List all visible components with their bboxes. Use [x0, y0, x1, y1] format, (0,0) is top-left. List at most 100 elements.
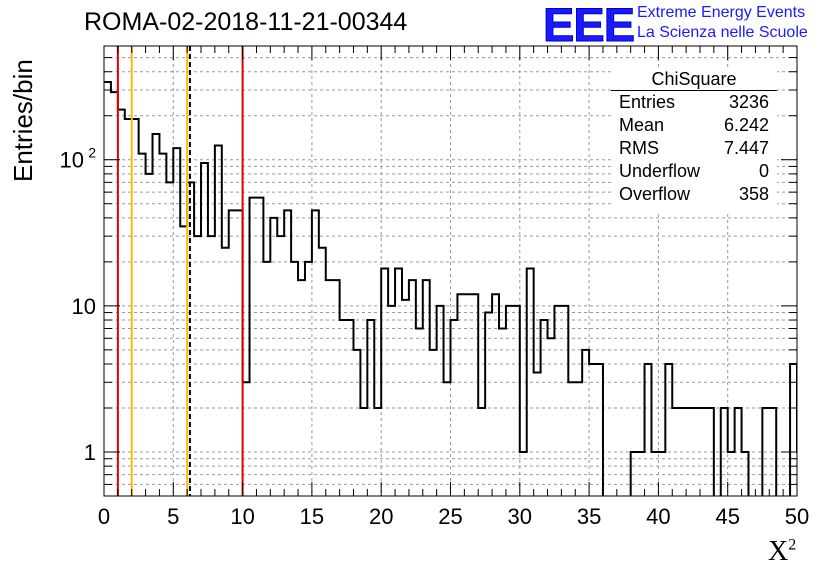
histogram-bin	[513, 306, 520, 496]
histogram-bin	[243, 382, 250, 496]
histogram-bin	[444, 382, 451, 496]
stats-title: ChiSquare	[651, 69, 737, 89]
histogram-bin	[769, 408, 776, 496]
x-axis-label: X2	[768, 536, 796, 568]
histogram-bin	[492, 294, 499, 496]
x-tick-label: 0	[98, 504, 110, 529]
histogram-bin	[312, 210, 319, 496]
histogram-bin	[582, 350, 589, 496]
histogram-bin	[451, 320, 458, 496]
histogram-bin	[797, 452, 804, 496]
histogram-bin	[270, 218, 277, 496]
histogram-bin	[132, 119, 139, 496]
histogram-bin	[485, 313, 492, 496]
histogram-bin	[347, 320, 354, 496]
reference-lines	[116, 46, 244, 496]
histogram-bin	[153, 134, 160, 496]
histogram-bin	[589, 364, 596, 496]
x-tick-label: 45	[715, 504, 739, 529]
stats-value: 6.242	[723, 115, 769, 135]
x-axis-label-base: X	[768, 536, 789, 567]
histogram-bars	[104, 81, 797, 496]
histogram-bin	[541, 320, 548, 496]
histogram-bin	[561, 306, 568, 496]
histogram-bin	[360, 408, 367, 496]
histogram-bin	[651, 452, 658, 496]
histogram-bin	[229, 210, 236, 496]
histogram-bin	[735, 408, 742, 496]
x-tick-label: 30	[508, 504, 532, 529]
histogram-bin	[250, 198, 257, 496]
histogram-bin	[215, 146, 222, 496]
histogram-bin	[430, 350, 437, 496]
stats-label: Mean	[619, 115, 665, 135]
histogram-bin	[478, 408, 485, 496]
stats-value: 358	[738, 184, 769, 204]
histogram-bin	[548, 338, 555, 496]
histogram-bin	[125, 119, 132, 496]
stats-row-rms: RMS 7.447	[619, 138, 769, 160]
histogram-bin	[742, 452, 749, 496]
x-tick-label: 50	[785, 504, 809, 529]
histogram-bin	[409, 280, 416, 496]
y-tick-label: 10	[72, 294, 96, 319]
histogram-bin	[256, 198, 263, 496]
histogram-series	[104, 81, 825, 496]
x-tick-label: 40	[646, 504, 670, 529]
stats-row-mean: Mean 6.242	[619, 115, 769, 137]
histogram-bin	[679, 408, 686, 496]
histogram-bin	[658, 452, 665, 496]
logo-text-line1: Extreme Energy Events	[637, 4, 806, 21]
logo-text-line2: La Scienza nelle Scuole	[637, 24, 808, 41]
histogram-bin	[388, 306, 395, 496]
histogram-bin	[159, 154, 166, 496]
histogram-bin	[790, 364, 797, 496]
stats-divider	[611, 90, 777, 91]
histogram-bin	[340, 320, 347, 496]
x-tick-label: 15	[300, 504, 324, 529]
histogram-bin	[762, 408, 769, 496]
histogram-bin	[111, 92, 118, 496]
y-tick-label: 10	[60, 148, 84, 173]
histogram-bin	[146, 174, 153, 496]
histogram-bin	[319, 248, 326, 496]
histogram-bin	[811, 452, 818, 496]
y-axis-label: Entries/bin	[8, 59, 38, 182]
histogram-bin	[374, 408, 381, 496]
x-tick-label: 10	[230, 504, 254, 529]
stats-row-entries: Entries 3236	[619, 92, 769, 114]
histogram-bin	[506, 306, 513, 496]
y-tick-label-exponent: 2	[88, 145, 96, 161]
histogram-bin	[208, 236, 215, 496]
histogram-bin	[180, 226, 187, 496]
histogram-bin	[596, 364, 603, 496]
histogram-bin	[326, 280, 333, 496]
histogram-bin	[693, 408, 700, 496]
histogram-bin	[575, 382, 582, 496]
histogram-bin	[367, 320, 374, 496]
histogram-bin	[721, 408, 728, 496]
histogram-bin	[291, 262, 298, 496]
histogram-bin	[104, 82, 111, 496]
histogram-bin	[284, 210, 291, 496]
stats-label: RMS	[619, 138, 659, 158]
histogram-bin	[534, 372, 541, 496]
histogram-bin	[305, 262, 312, 496]
x-tick-label: 25	[438, 504, 462, 529]
x-axis-label-sup: 2	[788, 536, 797, 554]
histogram-bin	[728, 452, 735, 496]
x-tick-label: 20	[369, 504, 393, 529]
histogram-bin	[700, 408, 707, 496]
histogram-bin	[672, 408, 679, 496]
histogram-bin	[818, 452, 825, 496]
histogram-bin	[333, 280, 340, 496]
histogram-bin	[194, 236, 201, 496]
eee-logo: EEE	[542, 0, 635, 52]
stats-row-overflow: Overflow 358	[619, 184, 769, 206]
stats-value: 3236	[728, 92, 769, 112]
y-tick-label: 1	[84, 440, 96, 465]
histogram-bin	[381, 269, 388, 496]
histogram-bin	[645, 364, 652, 496]
histogram-bin	[527, 269, 534, 496]
